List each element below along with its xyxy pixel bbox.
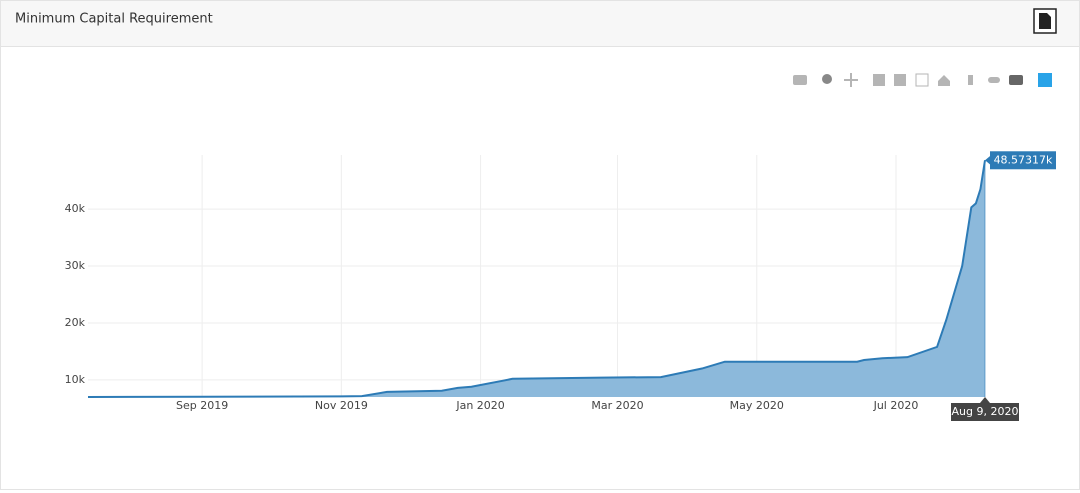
pan-icon[interactable] — [844, 73, 858, 87]
zoom-out-icon[interactable] — [894, 74, 906, 86]
zoom-icon[interactable] — [822, 74, 832, 84]
panel-title: Minimum Capital Requirement — [15, 12, 213, 27]
camera-icon[interactable] — [793, 75, 807, 85]
header — [1, 1, 1079, 46]
x-tick-label: Mar 2020 — [591, 399, 643, 412]
hover-x-arrow — [980, 397, 990, 403]
reset-icon[interactable] — [938, 75, 950, 86]
hover-x-label: Aug 9, 2020 — [952, 405, 1019, 418]
spike-icon[interactable] — [968, 75, 973, 85]
modebar — [793, 73, 1052, 87]
y-tick-label: 30k — [65, 259, 86, 272]
hover-compare-icon[interactable] — [1009, 75, 1023, 85]
zoom-in-icon[interactable] — [873, 74, 885, 86]
area-line — [87, 160, 986, 398]
csv-button[interactable] — [1033, 8, 1057, 34]
x-tick-label: Nov 2019 — [315, 399, 368, 412]
hover-closest-icon[interactable] — [988, 77, 1000, 83]
plotly-logo[interactable] — [1038, 73, 1052, 87]
hover-x-box — [951, 403, 1019, 421]
y-tick-label: 20k — [65, 316, 86, 329]
area-fill — [88, 160, 985, 397]
hover-y-box — [990, 151, 1056, 170]
x-tick-label: May 2020 — [730, 399, 784, 412]
x-tick-label: Jan 2020 — [455, 399, 504, 412]
x-tick-label: Sep 2019 — [176, 399, 228, 412]
csv-icon[interactable] — [1039, 13, 1051, 29]
autoscale-icon[interactable] — [915, 73, 929, 87]
y-tick-label: 40k — [65, 202, 86, 215]
y-tick-label: 10k — [65, 373, 86, 386]
hover-y-label: 48.57317k — [994, 153, 1053, 166]
x-tick-label: Jul 2020 — [873, 399, 919, 412]
hover-y-arrow — [985, 155, 991, 166]
